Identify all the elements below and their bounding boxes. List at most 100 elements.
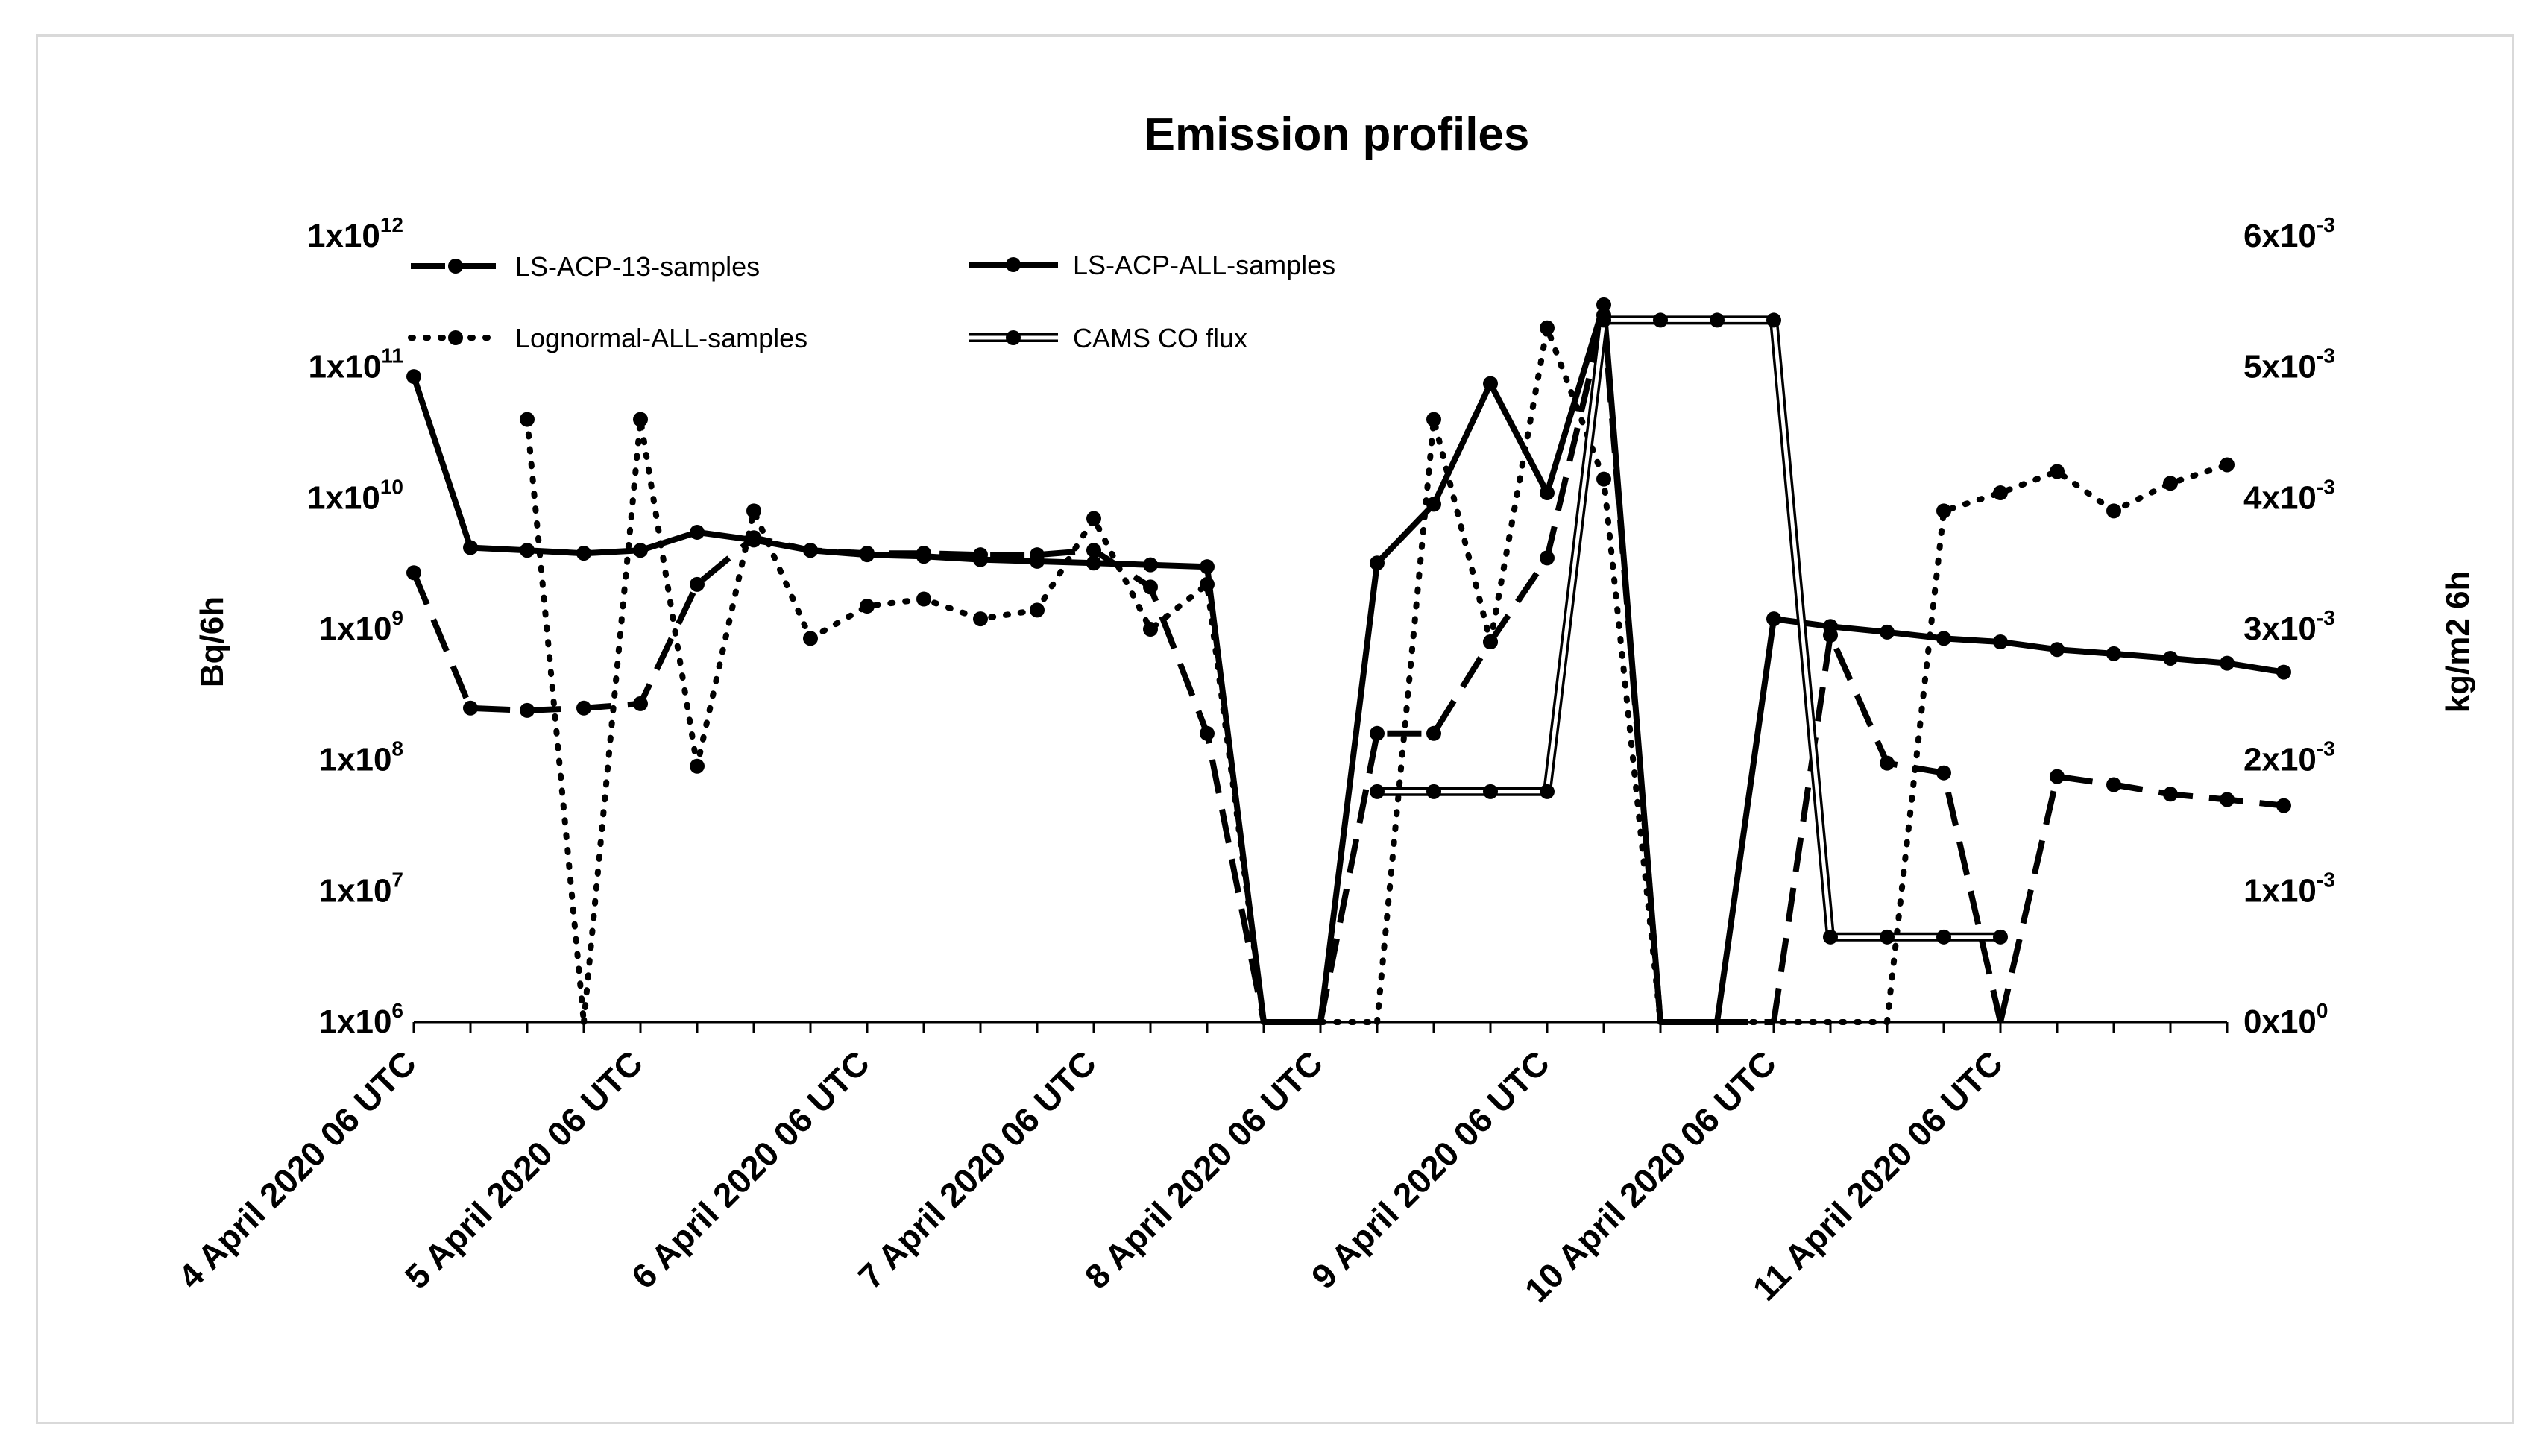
data-point	[1426, 725, 1441, 741]
x-date-label: 10 April 2020 06 UTC	[1517, 1043, 1783, 1309]
data-point	[2050, 642, 2065, 658]
x-date-label: 11 April 2020 06 UTC	[1745, 1043, 2010, 1308]
data-point	[2220, 655, 2235, 671]
legend-item: LS-ACP-ALL-samples	[969, 250, 1335, 280]
data-point	[520, 702, 535, 718]
data-point	[1483, 376, 1498, 391]
data-point	[1880, 624, 1895, 640]
data-point	[1426, 412, 1441, 427]
chart: Emission profiles 1x106 1x107 1x108 1x109 1x…	[171, 109, 2476, 1310]
data-point	[576, 546, 591, 561]
series-ls-acp-all-samples	[406, 297, 2291, 1025]
right-tick-label: 1x10-3	[2243, 868, 2335, 909]
legend-marker	[448, 259, 463, 274]
data-point	[1426, 497, 1441, 512]
data-point	[520, 543, 535, 558]
data-point	[1540, 320, 1555, 335]
data-point	[2220, 457, 2235, 473]
series-lognormal-all-samples	[520, 320, 2235, 1025]
data-point	[1936, 765, 1951, 781]
data-point	[1993, 485, 2008, 501]
data-point	[633, 543, 648, 558]
data-point	[633, 696, 648, 711]
right-tick-label: 6x10-3	[2243, 213, 2335, 254]
x-date-label: 4 April 2020 06 UTC	[171, 1043, 423, 1296]
data-point	[2276, 798, 2291, 813]
data-point	[2163, 787, 2178, 802]
data-point	[2163, 650, 2178, 666]
legend-label: CAMS CO flux	[1073, 323, 1247, 353]
data-point	[973, 552, 988, 567]
data-point	[2276, 664, 2291, 680]
data-point	[746, 503, 761, 519]
data-point	[803, 631, 818, 646]
x-date-label: 9 April 2020 06 UTC	[1304, 1043, 1557, 1296]
data-point	[860, 547, 875, 563]
left-tick-label: 1x108	[319, 737, 403, 778]
left-tick-label: 1x1010	[307, 475, 403, 516]
data-point	[1200, 576, 1215, 592]
legend: LS-ACP-13-samples LS-ACP-ALL-samples Logno…	[408, 250, 1335, 353]
right-tick-label: 0x100	[2243, 999, 2328, 1040]
data-point	[1936, 631, 1951, 646]
right-tick-label: 5x10-3	[2243, 344, 2335, 385]
series-line-inner	[1377, 318, 2000, 939]
data-point	[860, 599, 875, 614]
legend-item: Lognormal-ALL-samples	[408, 323, 807, 353]
series-ls-acp-13-samples	[406, 307, 2291, 1025]
x-date-label: 5 April 2020 06 UTC	[397, 1043, 650, 1296]
data-point	[2106, 646, 2121, 661]
legend-marker	[1006, 330, 1021, 345]
data-point	[1596, 297, 1611, 312]
data-point	[1993, 634, 2008, 650]
left-tick-label: 1x1012	[307, 213, 403, 254]
data-point	[916, 591, 931, 607]
data-point	[633, 412, 648, 427]
y-axis-right-title: kg/m2 6h	[2440, 571, 2476, 713]
data-point	[1823, 929, 1838, 945]
y-axis-left-title: Bq/6h	[194, 596, 230, 687]
data-point	[973, 611, 988, 627]
data-point	[1993, 929, 2008, 945]
data-point	[690, 758, 705, 774]
legend-item: CAMS CO flux	[969, 323, 1247, 353]
left-tick-label: 1x107	[319, 868, 403, 909]
left-tick-label: 1x109	[319, 606, 403, 647]
data-point	[1880, 929, 1895, 945]
data-point	[1936, 929, 1951, 945]
data-point	[406, 369, 421, 385]
data-point	[1483, 634, 1498, 650]
data-point	[1596, 312, 1611, 328]
data-point	[2050, 464, 2065, 479]
data-point	[1823, 619, 1838, 634]
series-line	[411, 301, 2284, 1025]
data-point	[576, 700, 591, 716]
legend-marker	[1006, 257, 1021, 272]
legend-label: LS-ACP-ALL-samples	[1073, 250, 1335, 280]
left-tick-label: 1x106	[319, 999, 403, 1040]
right-tick-label: 3x10-3	[2243, 606, 2335, 647]
legend-label: Lognormal-ALL-samples	[515, 323, 807, 353]
data-point	[1143, 579, 1158, 595]
data-point	[1030, 553, 1045, 569]
series-line	[411, 312, 2284, 1025]
data-point	[690, 576, 705, 592]
series-cams-co-flux	[1370, 312, 2008, 945]
right-tick-label: 2x10-3	[2243, 737, 2335, 778]
data-point	[803, 543, 818, 558]
data-point	[1030, 602, 1045, 618]
data-point	[2163, 476, 2178, 491]
data-point	[1766, 312, 1781, 328]
data-point	[1086, 511, 1101, 526]
data-point	[1426, 784, 1441, 799]
right-tick-label: 4x10-3	[2243, 475, 2335, 516]
legend-item: LS-ACP-13-samples	[411, 251, 760, 282]
data-point	[1200, 725, 1215, 741]
x-date-label: 8 April 2020 06 UTC	[1077, 1043, 1330, 1296]
data-point	[2106, 777, 2121, 792]
chart-title: Emission profiles	[1144, 109, 1530, 160]
data-point	[1370, 784, 1385, 799]
data-point	[1086, 555, 1101, 571]
series-line	[524, 324, 2230, 1025]
x-date-label: 7 April 2020 06 UTC	[851, 1043, 1103, 1296]
